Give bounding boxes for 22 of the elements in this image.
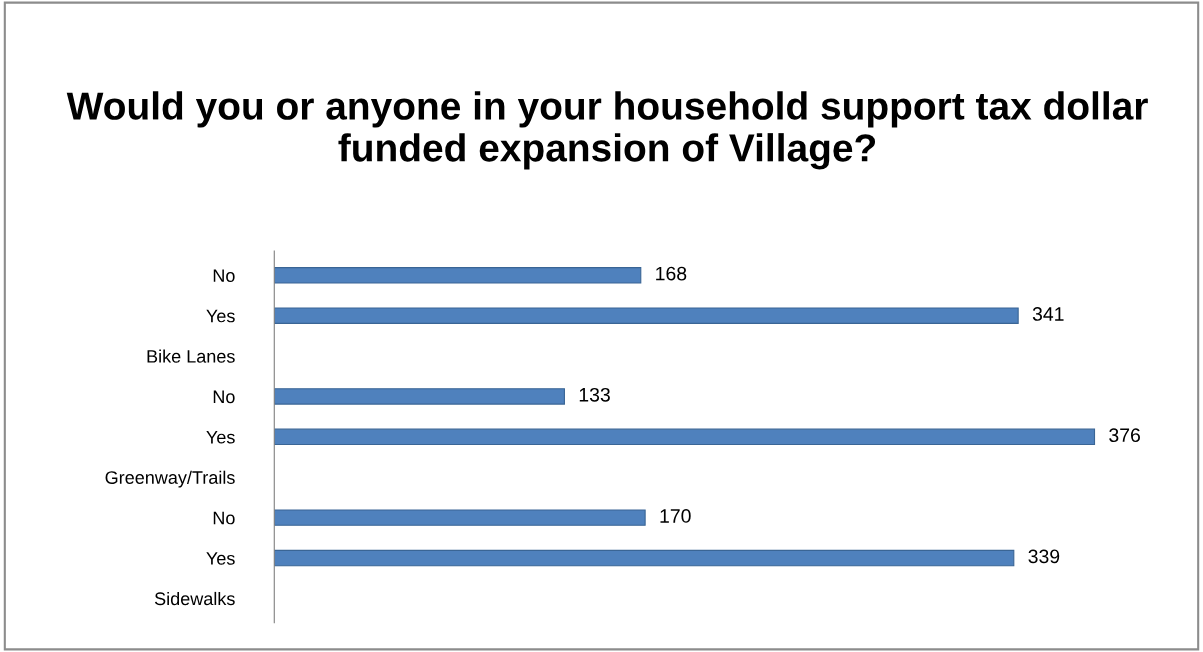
y-tick-label: Bike Lanes (147, 349, 235, 363)
chart-title: Would you or anyone in your household support tax dollar funded expansion of Village? (66, 91, 1148, 170)
bar (274, 307, 1019, 324)
bar (274, 267, 642, 284)
data-label: 168 (656, 266, 687, 281)
y-tick-label: Sidewalks (154, 591, 235, 606)
y-tick-label: No (213, 390, 235, 404)
bar (274, 428, 1096, 446)
y-tick-label: Yes (206, 430, 235, 444)
data-label: 133 (579, 387, 610, 402)
bar (274, 549, 1015, 567)
y-tick-label: Yes (206, 309, 235, 323)
data-label: 170 (660, 509, 691, 523)
data-label: 376 (1109, 428, 1140, 443)
y-tick-label: No (213, 269, 235, 282)
data-label: 339 (1028, 549, 1060, 564)
bar (274, 509, 646, 526)
data-label: 341 (1032, 307, 1064, 321)
y-tick-label: No (213, 511, 235, 525)
bar (274, 388, 565, 405)
y-tick-label: Greenway/Trails (105, 470, 235, 488)
y-tick-label: Yes (206, 552, 235, 565)
